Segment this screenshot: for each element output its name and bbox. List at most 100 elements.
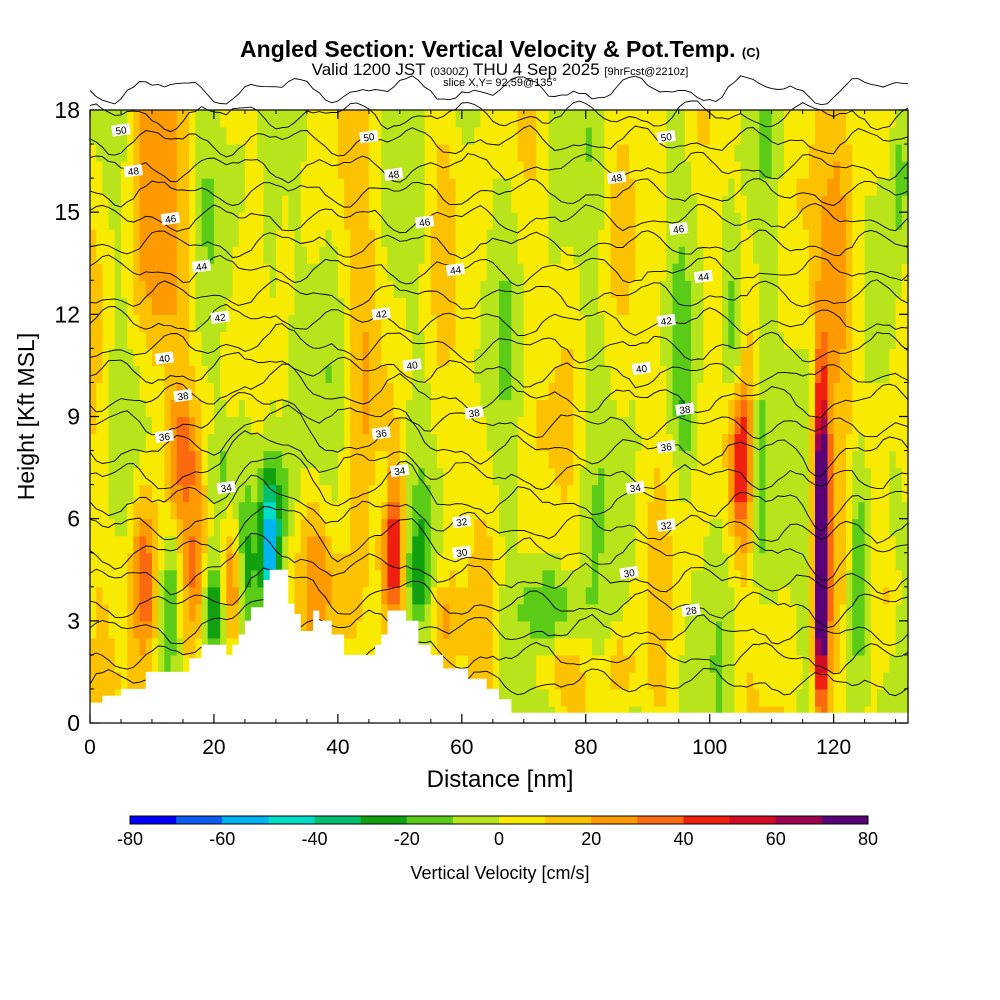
velocity-cell: [133, 467, 141, 503]
chart-title-main: Angled Section: Vertical Velocity & Pot.…: [240, 36, 736, 62]
velocity-cell: [635, 450, 643, 707]
velocity-cell: [777, 586, 785, 707]
velocity-cell: [263, 484, 271, 503]
velocity-cell: [232, 603, 240, 639]
velocity-cell: [306, 263, 314, 469]
velocity-cell: [232, 552, 240, 588]
velocity-cell: [827, 671, 835, 724]
velocity-cell: [666, 637, 674, 724]
velocity-cell: [585, 110, 593, 128]
velocity-cell: [790, 348, 798, 605]
velocity-cell: [430, 314, 438, 435]
velocity-cell: [213, 569, 221, 588]
velocity-cell: [554, 263, 562, 367]
isentrope-32: [89, 532, 909, 596]
contour-label-box: [656, 440, 676, 454]
velocity-cell: [815, 280, 822, 349]
velocity-cell: [300, 518, 308, 724]
velocity-cell: [399, 110, 407, 298]
velocity-cell: [864, 110, 872, 196]
contour-label: 46: [414, 215, 435, 230]
velocity-cell: [418, 263, 426, 332]
velocity-cell: [263, 569, 271, 588]
velocity-cell: [151, 314, 159, 367]
velocity-cell: [560, 637, 568, 656]
velocity-cell: [889, 535, 897, 656]
velocity-cell: [895, 110, 903, 145]
velocity-cell: [145, 416, 153, 435]
colorbar-swatch: [545, 816, 592, 824]
velocity-cell: [492, 484, 500, 724]
contour-label: 38: [675, 402, 695, 417]
velocity-cell: [703, 535, 711, 724]
velocity-cell: [127, 501, 134, 554]
velocity-cell: [232, 110, 240, 145]
velocity-cell: [734, 161, 742, 213]
contour-label: 38: [173, 388, 193, 403]
velocity-cell: [598, 654, 605, 724]
contour-label: 32: [452, 514, 472, 529]
velocity-cell: [468, 110, 475, 145]
velocity-cell: [505, 399, 512, 724]
velocity-cell: [777, 331, 785, 588]
colorbar-swatch: [360, 816, 408, 824]
velocity-cell: [877, 178, 884, 384]
velocity-cell: [90, 110, 97, 145]
isentrope-42: [89, 303, 909, 336]
contour-label-text: 38: [679, 404, 692, 417]
colorbar-swatch: [176, 816, 223, 824]
velocity-cell: [777, 178, 785, 332]
velocity-cell: [275, 416, 283, 452]
velocity-cell: [151, 637, 159, 673]
velocity-cell: [728, 535, 736, 588]
velocity-cell: [344, 110, 351, 230]
velocity-cell: [734, 569, 742, 724]
velocity-cell: [182, 110, 190, 401]
colorbar-tick-label: 20: [581, 829, 601, 849]
velocity-cell: [412, 484, 420, 537]
velocity-cell: [567, 569, 574, 639]
isentrope-51: [89, 75, 909, 106]
velocity-cell: [319, 518, 327, 537]
velocity-cell: [499, 535, 506, 588]
velocity-cell: [585, 127, 593, 162]
velocity-cell: [697, 144, 705, 247]
velocity-cell: [573, 654, 581, 724]
velocity-cell: [189, 535, 196, 588]
velocity-cell: [406, 110, 413, 332]
contour-label-box: [216, 480, 236, 495]
velocity-cell: [306, 501, 314, 537]
velocity-cell: [368, 110, 376, 230]
velocity-cell: [164, 110, 172, 315]
velocity-cell: [753, 399, 760, 588]
velocity-cell: [709, 654, 717, 673]
velocity-cell: [560, 586, 568, 622]
velocity-cell: [158, 314, 165, 367]
velocity-cell: [722, 467, 729, 554]
velocity-cell: [796, 688, 804, 724]
velocity-cell: [548, 263, 556, 384]
velocity-cell: [207, 382, 215, 435]
velocity-cell: [418, 518, 426, 605]
velocity-cell: [226, 535, 234, 554]
velocity-cell: [375, 450, 382, 537]
velocity-cell: [616, 688, 624, 724]
velocity-cell: [610, 110, 618, 179]
velocity-cell: [753, 263, 760, 401]
velocity-cell: [362, 433, 370, 588]
velocity-cell: [319, 110, 327, 247]
velocity-cell: [145, 552, 153, 622]
velocity-cell: [331, 246, 339, 503]
velocity-cell: [877, 688, 884, 724]
velocity-cell: [505, 110, 512, 179]
velocity-cell: [709, 110, 717, 520]
velocity-cell: [300, 467, 308, 520]
velocity-cell: [251, 433, 258, 503]
velocity-cell: [226, 501, 234, 537]
velocity-cell: [151, 501, 159, 639]
contour-label-text: 30: [456, 547, 469, 560]
contour-label-box: [123, 164, 144, 178]
velocity-cell: [381, 246, 389, 367]
velocity-cell: [759, 552, 767, 605]
velocity-cell: [437, 144, 444, 367]
